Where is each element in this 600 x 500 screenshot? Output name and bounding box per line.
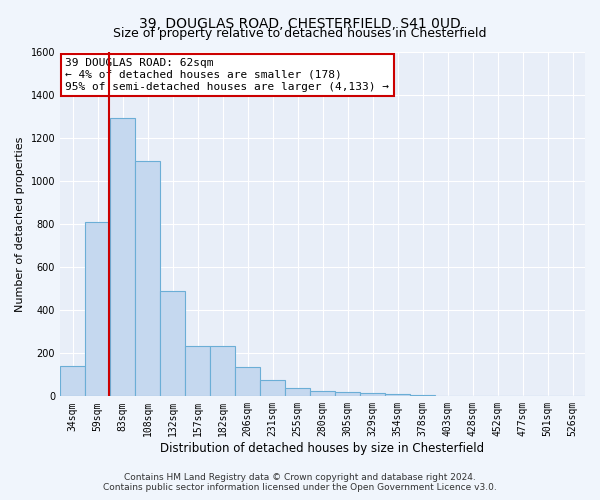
- Bar: [210, 346, 235, 397]
- Bar: [60, 366, 85, 396]
- Bar: [260, 380, 285, 396]
- Text: Contains HM Land Registry data © Crown copyright and database right 2024.
Contai: Contains HM Land Registry data © Crown c…: [103, 473, 497, 492]
- Bar: [285, 388, 310, 396]
- Bar: [185, 346, 210, 397]
- Bar: [235, 367, 260, 396]
- Text: 39, DOUGLAS ROAD, CHESTERFIELD, S41 0UD: 39, DOUGLAS ROAD, CHESTERFIELD, S41 0UD: [139, 18, 461, 32]
- Bar: [110, 118, 135, 396]
- X-axis label: Distribution of detached houses by size in Chesterfield: Distribution of detached houses by size …: [160, 442, 485, 455]
- Bar: [360, 393, 385, 396]
- Bar: [160, 290, 185, 397]
- Text: 39 DOUGLAS ROAD: 62sqm
← 4% of detached houses are smaller (178)
95% of semi-det: 39 DOUGLAS ROAD: 62sqm ← 4% of detached …: [65, 58, 389, 92]
- Bar: [310, 390, 335, 396]
- Bar: [335, 392, 360, 396]
- Bar: [385, 394, 410, 396]
- Text: Size of property relative to detached houses in Chesterfield: Size of property relative to detached ho…: [113, 28, 487, 40]
- Bar: [85, 222, 110, 396]
- Y-axis label: Number of detached properties: Number of detached properties: [15, 136, 25, 312]
- Bar: [135, 162, 160, 396]
